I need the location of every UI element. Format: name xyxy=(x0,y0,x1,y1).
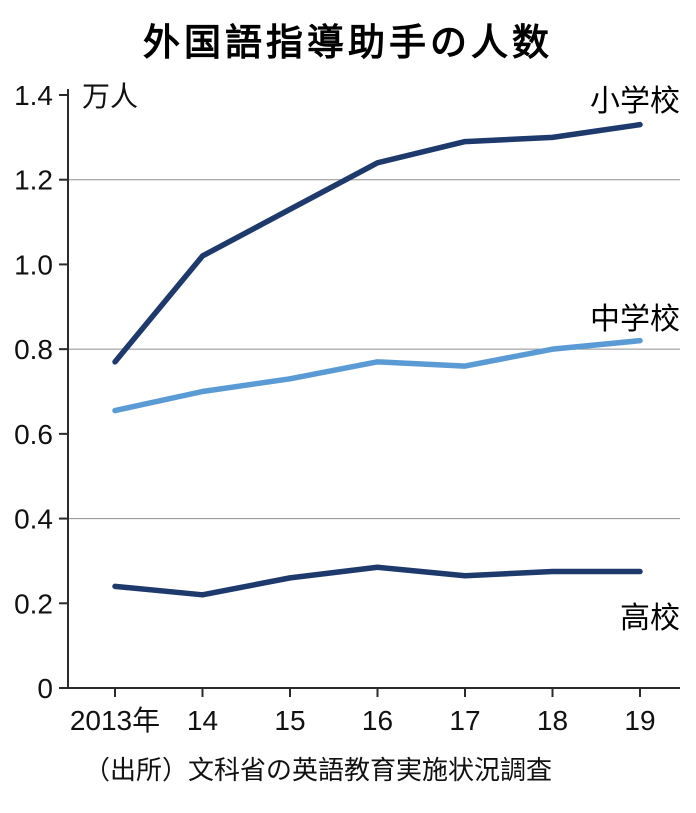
x-tick-label: 18 xyxy=(537,705,568,736)
source-note: （出所）文科省の英語教育実施状況調査 xyxy=(84,755,553,785)
chart-area: 0 0.2 0.4 0.6 0.8 1.0 1.2 1.4 万人 2013年 14 15 16 17 18 1… xyxy=(0,68,696,753)
series-label-elementary-school: 小学校 xyxy=(590,85,680,118)
y-tick-label: 0 xyxy=(37,673,53,704)
x-tick-label: 14 xyxy=(187,705,218,736)
series-line-elementary-school xyxy=(112,121,643,365)
series-line-high-school xyxy=(112,564,643,598)
y-tick-label: 1.0 xyxy=(14,249,53,280)
x-tick-label: 15 xyxy=(274,705,305,736)
x-tick-label: 17 xyxy=(449,705,480,736)
x-tick-label: 2013年 xyxy=(70,705,160,736)
y-unit-label: 万人 xyxy=(82,81,138,112)
y-tick-label: 0.4 xyxy=(14,504,53,535)
x-tick-label: 16 xyxy=(362,705,393,736)
y-tick-label: 0.2 xyxy=(14,588,53,619)
y-tick-label: 0.8 xyxy=(14,334,53,365)
y-tick-label: 0.6 xyxy=(14,419,53,450)
y-tick-label: 1.2 xyxy=(14,165,53,196)
series-label-junior-high-school: 中学校 xyxy=(590,303,680,336)
chart-title: 外国語指導助手の人数 xyxy=(143,22,553,63)
x-tick-label: 19 xyxy=(624,705,655,736)
series-line-junior-high-school xyxy=(112,337,643,414)
line-chart: 0 0.2 0.4 0.6 0.8 1.0 1.2 1.4 万人 2013年 14 15 16 17 18 1… xyxy=(14,80,680,736)
y-tick-label: 1.4 xyxy=(14,80,53,111)
series-label-high-school: 高校 xyxy=(620,602,680,635)
